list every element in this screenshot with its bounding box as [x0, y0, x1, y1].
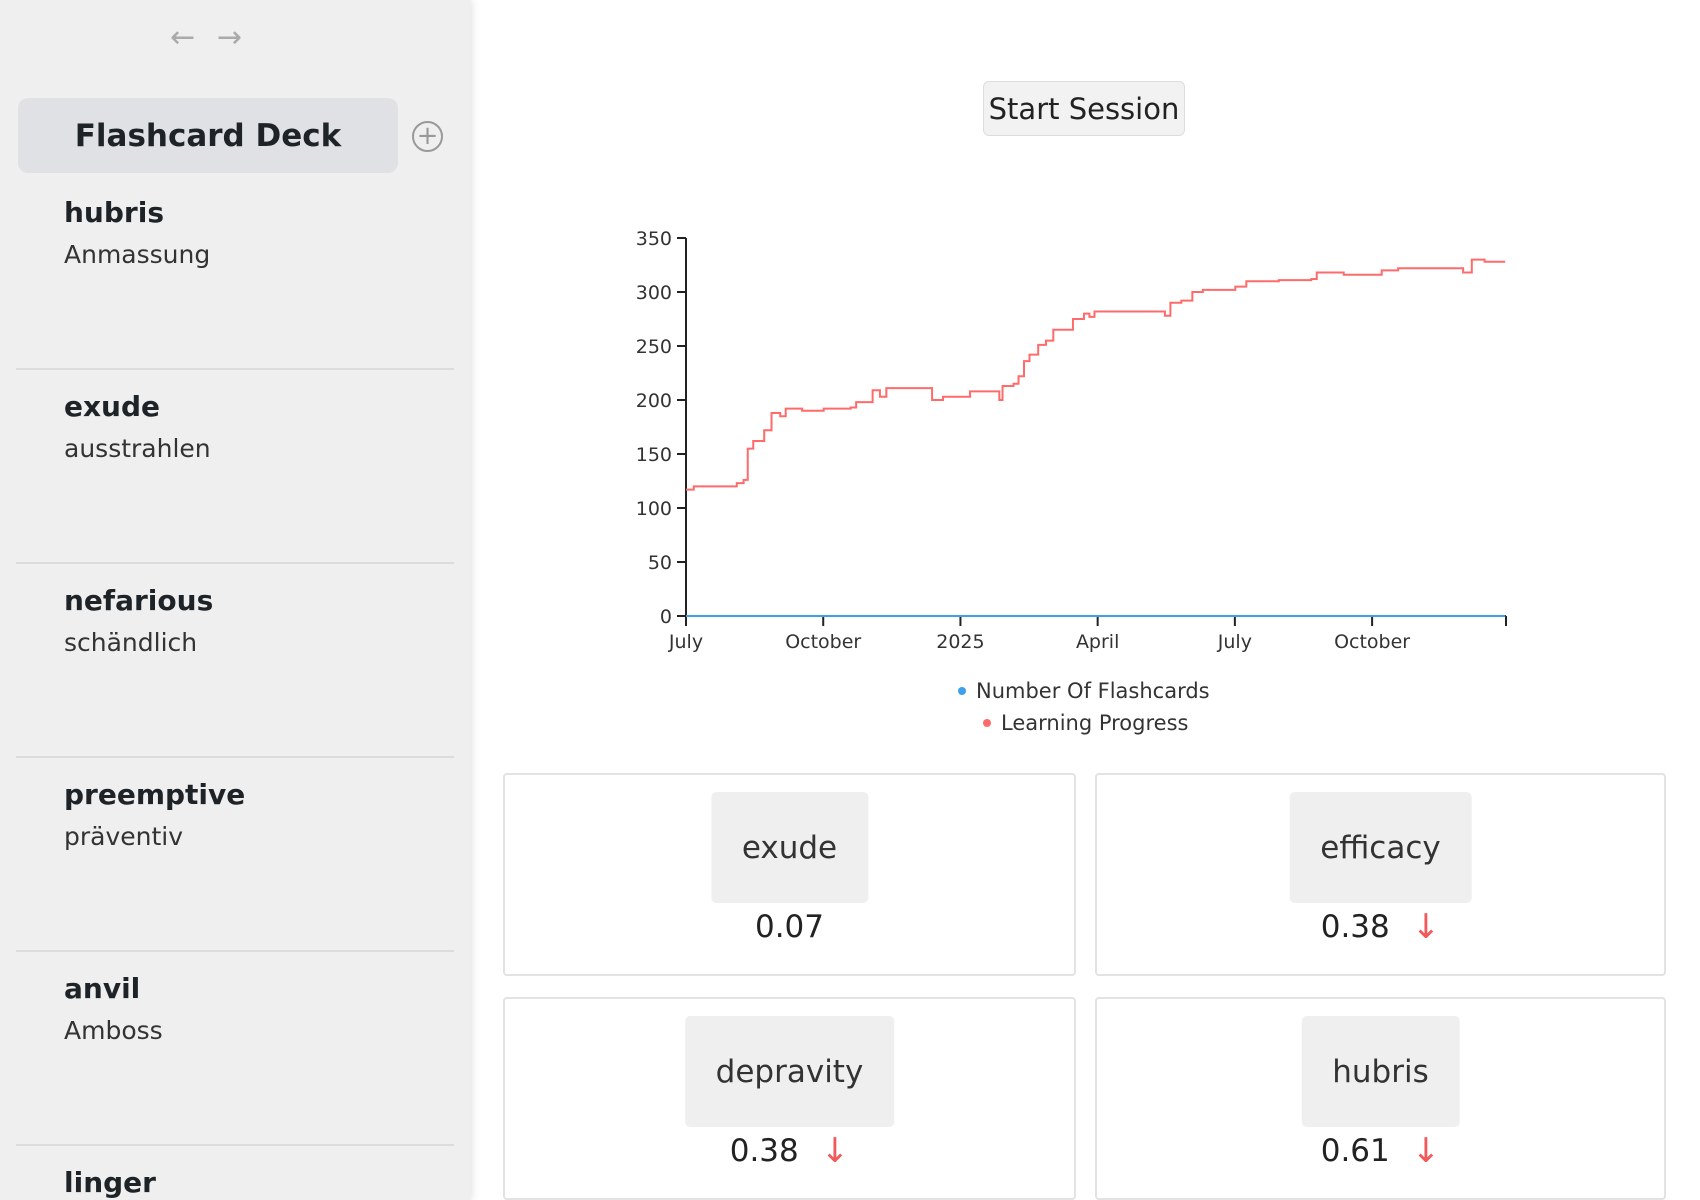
x-tick-label: October — [785, 631, 861, 653]
word: anvil — [64, 972, 141, 1005]
card-word: hubris — [1301, 1016, 1460, 1127]
word-score-card[interactable]: hubris 0.61 ↓ — [1095, 997, 1666, 1200]
card-score: 0.38 — [1320, 909, 1390, 945]
translation: präventiv — [64, 822, 184, 851]
flashcard-list-item[interactable]: linger — [16, 1146, 454, 1198]
word-score-card[interactable]: depravity 0.38 ↓ — [503, 997, 1076, 1200]
x-tick-label: July — [668, 631, 703, 653]
forward-arrow-icon[interactable]: → — [217, 20, 243, 55]
legend-label: Learning Progress — [1001, 711, 1189, 735]
down-arrow-icon: ↓ — [820, 1131, 850, 1172]
flashcard-list-item[interactable]: exude ausstrahlen — [16, 370, 454, 564]
x-tick-label: July — [1217, 631, 1252, 653]
translation: Anmassung — [64, 240, 211, 269]
word: nefarious — [64, 584, 214, 617]
y-tick-label: 0 — [660, 606, 672, 628]
flashcard-list-item[interactable]: hubris Anmassung — [16, 176, 454, 370]
card-score-row: 0.38 ↓ — [1097, 910, 1664, 944]
card-word: efficacy — [1289, 792, 1472, 903]
learning-progress-line — [686, 258, 1506, 491]
y-tick-label: 200 — [636, 390, 672, 412]
y-tick-label: 250 — [636, 336, 672, 358]
legend-dot-red — [983, 719, 991, 727]
translation: Amboss — [64, 1016, 163, 1045]
card-score-row: 0.07 — [505, 910, 1074, 944]
card-score: 0.07 — [754, 909, 825, 945]
legend-progress: Learning Progress — [983, 711, 1188, 735]
flashcard-list-item[interactable]: anvil Amboss — [16, 952, 454, 1146]
word: preemptive — [64, 778, 246, 811]
card-score: 0.61 — [1320, 1133, 1390, 1169]
card-word: exude — [710, 792, 869, 903]
deck-title-button[interactable]: Flashcard Deck — [18, 98, 398, 173]
learning-chart: 0 50 100 150 200 250 300 350 July October 2025 Apri… — [636, 228, 1507, 653]
card-word: depravity — [684, 1016, 895, 1127]
flashcard-list-item[interactable]: nefarious schändlich — [16, 564, 454, 758]
add-icon[interactable]: + — [412, 121, 443, 152]
start-session-button[interactable]: Start Session — [983, 81, 1185, 136]
y-tick-label: 150 — [636, 444, 672, 466]
card-score-row: 0.61 ↓ — [1097, 1134, 1664, 1168]
word: exude — [64, 390, 161, 423]
word: linger — [64, 1166, 156, 1199]
legend-flashcards: Number Of Flashcards — [958, 679, 1210, 703]
y-tick-label: 350 — [636, 228, 672, 250]
translation: ausstrahlen — [64, 434, 211, 463]
y-tick-label: 50 — [648, 552, 672, 574]
back-arrow-icon[interactable]: ← — [170, 20, 196, 55]
y-tick-label: 100 — [636, 498, 672, 520]
card-score-row: 0.38 ↓ — [505, 1134, 1074, 1168]
flashcard-list-item[interactable]: preemptive präventiv — [16, 758, 454, 952]
down-arrow-icon: ↓ — [1411, 907, 1441, 948]
y-tick-label: 300 — [636, 282, 672, 304]
card-score: 0.38 — [729, 1133, 799, 1169]
x-tick-label: April — [1076, 631, 1119, 653]
translation: schändlich — [64, 628, 198, 657]
legend-dot-blue — [958, 687, 966, 695]
word: hubris — [64, 196, 164, 229]
x-tick-label: October — [1334, 631, 1410, 653]
word-score-card[interactable]: efficacy 0.38 ↓ — [1095, 773, 1666, 976]
sidebar: ← → Flashcard Deck + hubris Anmassung exud… — [0, 0, 470, 1200]
down-arrow-icon: ↓ — [1411, 1131, 1441, 1172]
word-score-card[interactable]: exude 0.07 — [503, 773, 1076, 976]
legend-label: Number Of Flashcards — [976, 679, 1210, 703]
x-tick-label: 2025 — [936, 631, 984, 653]
